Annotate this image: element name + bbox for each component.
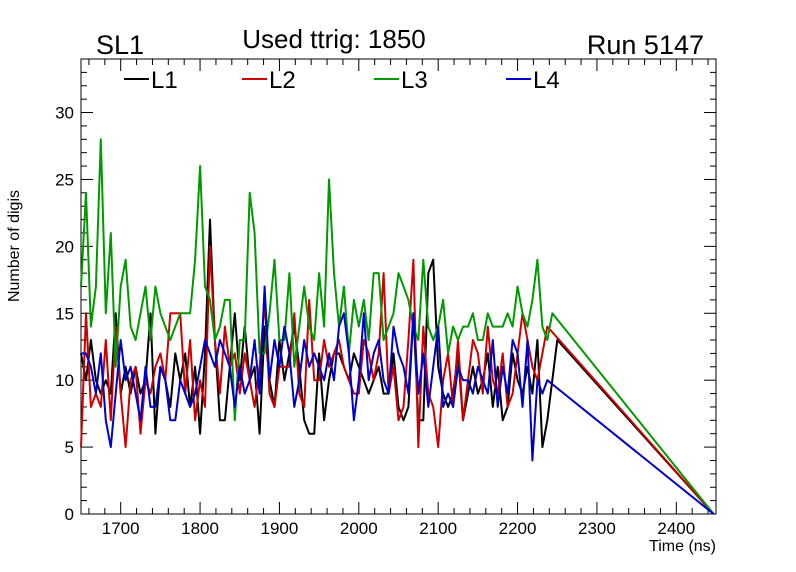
series-lines: [80, 138, 715, 515]
series-line-l3: [80, 138, 715, 515]
x-tick-label: 2300: [578, 519, 616, 538]
legend: L1 L2 L3 L4: [124, 67, 560, 94]
x-tick-label: 2400: [657, 519, 695, 538]
y-tick-label: 20: [55, 237, 74, 256]
legend-label-l1: L1: [151, 67, 178, 94]
series-line-l1: [80, 218, 715, 515]
y-axis-label: Number of digis: [6, 190, 23, 302]
y-tick-label: 15: [55, 304, 74, 323]
y-tick-label: 5: [65, 438, 74, 457]
title-left: SL1: [96, 30, 144, 60]
x-tick-label: 1900: [261, 519, 299, 538]
x-tick-label: 1800: [181, 519, 219, 538]
y-tick-label: 0: [65, 505, 74, 524]
x-tick-label: 2200: [499, 519, 537, 538]
y-tick-label: 30: [55, 104, 74, 123]
x-axis-label: Time (ns): [649, 538, 716, 555]
y-tick-label: 25: [55, 170, 74, 189]
legend-label-l3: L3: [401, 67, 428, 94]
plot-frame: [80, 58, 717, 515]
title-center: Used ttrig: 1850: [242, 24, 426, 54]
legend-label-l4: L4: [533, 67, 560, 94]
series-line-l2: [80, 245, 715, 515]
tick-labels: 1700 1800 1900 2000 2100 2200 2300 2400 0 5 10 15 20…: [55, 104, 695, 538]
series-line-l4: [81, 285, 715, 515]
axis-ticks: [81, 59, 716, 515]
legend-label-l2: L2: [269, 67, 296, 94]
title-right: Run 5147: [587, 30, 704, 60]
y-tick-label: 10: [55, 371, 74, 390]
x-tick-label: 2100: [419, 519, 457, 538]
x-tick-label: 1700: [102, 519, 140, 538]
x-tick-label: 2000: [340, 519, 378, 538]
